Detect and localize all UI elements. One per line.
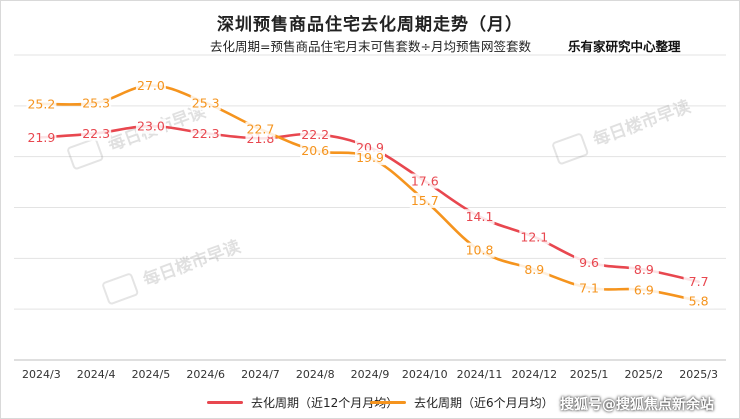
x-tick-label: 2024/9 <box>351 368 390 381</box>
data-label: 22.3 <box>192 126 220 141</box>
data-label: 22.2 <box>301 127 329 142</box>
x-tick-label: 2025/1 <box>570 368 609 381</box>
data-label-bg <box>574 254 605 270</box>
data-label-bg <box>519 229 550 245</box>
data-label: 25.3 <box>82 95 110 110</box>
data-label: 12.1 <box>520 229 548 244</box>
chart-subtitle: 去化周期=预售商品住宅月末可售套数÷月均预售网签套数 <box>210 39 531 54</box>
data-label: 9.6 <box>579 255 599 270</box>
x-tick-label: 2024/7 <box>241 368 280 381</box>
legend-item-12m: 去化周期（近12个月月均） <box>207 394 398 411</box>
source-note: 乐有家研究中心整理 <box>568 39 681 54</box>
data-label-bg <box>135 78 166 93</box>
x-tick-label: 2024/4 <box>77 368 116 381</box>
legend-swatch-6m <box>370 401 406 404</box>
data-label-bg <box>628 282 659 298</box>
watermark-logo <box>67 138 104 170</box>
data-label-bg <box>519 262 550 278</box>
watermark-text: 每日楼市早读 <box>140 236 243 291</box>
data-label-bg <box>190 95 221 111</box>
data-label: 15.7 <box>411 193 439 208</box>
data-label-bg <box>574 280 605 296</box>
x-tick-label: 2025/2 <box>624 368 663 381</box>
data-label-bg <box>26 129 57 145</box>
data-label-bg <box>81 125 112 141</box>
data-label-bg <box>409 192 440 208</box>
data-label-bg <box>300 126 331 142</box>
x-tick-label: 2024/12 <box>511 368 557 381</box>
x-tick-label: 2024/6 <box>186 368 225 381</box>
data-label-bg <box>26 96 57 112</box>
data-label: 22.3 <box>82 126 110 141</box>
data-label-bg <box>409 173 440 189</box>
data-label-bg <box>245 121 276 137</box>
data-label-bg <box>628 262 659 278</box>
data-label: 23.0 <box>137 119 165 134</box>
data-label-bg <box>464 242 495 258</box>
data-label: 25.2 <box>27 96 55 111</box>
source-credit: 搜狐号@搜狐焦点新余站 <box>560 397 714 413</box>
legend-label-6m: 去化周期（近6个月月均） <box>414 396 554 410</box>
data-label: 20.6 <box>301 143 329 158</box>
data-label: 5.8 <box>689 294 709 309</box>
data-label-bg <box>300 143 331 159</box>
data-label-bg <box>464 209 495 225</box>
data-label-bg <box>355 150 385 166</box>
x-tick-label: 2024/11 <box>457 368 503 381</box>
watermark-logo <box>102 273 139 305</box>
x-tick-label: 2024/5 <box>132 368 171 381</box>
data-label: 22.7 <box>247 122 275 137</box>
data-label-bg <box>135 118 166 134</box>
watermark-text: 每日楼市早读 <box>590 96 693 151</box>
x-tick-label: 2024/8 <box>296 368 335 381</box>
legend-swatch-12m <box>207 401 243 404</box>
data-label: 10.8 <box>466 243 494 258</box>
data-label: 8.9 <box>634 262 654 277</box>
data-label: 25.3 <box>192 95 220 110</box>
watermark-logo <box>552 133 589 165</box>
legend-item-6m: 去化周期（近6个月月均） <box>370 394 554 411</box>
data-label-bg <box>81 95 112 111</box>
data-label: 7.7 <box>689 274 709 289</box>
x-tick-label: 2024/3 <box>22 368 61 381</box>
data-label: 17.6 <box>411 174 439 189</box>
data-label: 7.1 <box>579 280 599 295</box>
data-label: 21.9 <box>27 130 55 145</box>
data-label: 6.9 <box>634 282 654 297</box>
x-tick-label: 2025/3 <box>679 368 718 381</box>
watermark: 每日楼市早读 <box>102 236 243 305</box>
data-label-bg <box>190 125 221 141</box>
data-label-bg <box>683 274 714 290</box>
chart-title: 深圳预售商品住宅去化周期走势（月） <box>217 15 523 35</box>
x-tick-label: 2024/10 <box>402 368 448 381</box>
data-label-bg <box>683 293 714 309</box>
data-label: 27.0 <box>137 78 165 93</box>
data-label: 8.9 <box>524 262 544 277</box>
data-label: 14.1 <box>466 209 494 224</box>
data-label: 19.9 <box>356 150 384 165</box>
legend-label-12m: 去化周期（近12个月月均） <box>251 396 399 410</box>
